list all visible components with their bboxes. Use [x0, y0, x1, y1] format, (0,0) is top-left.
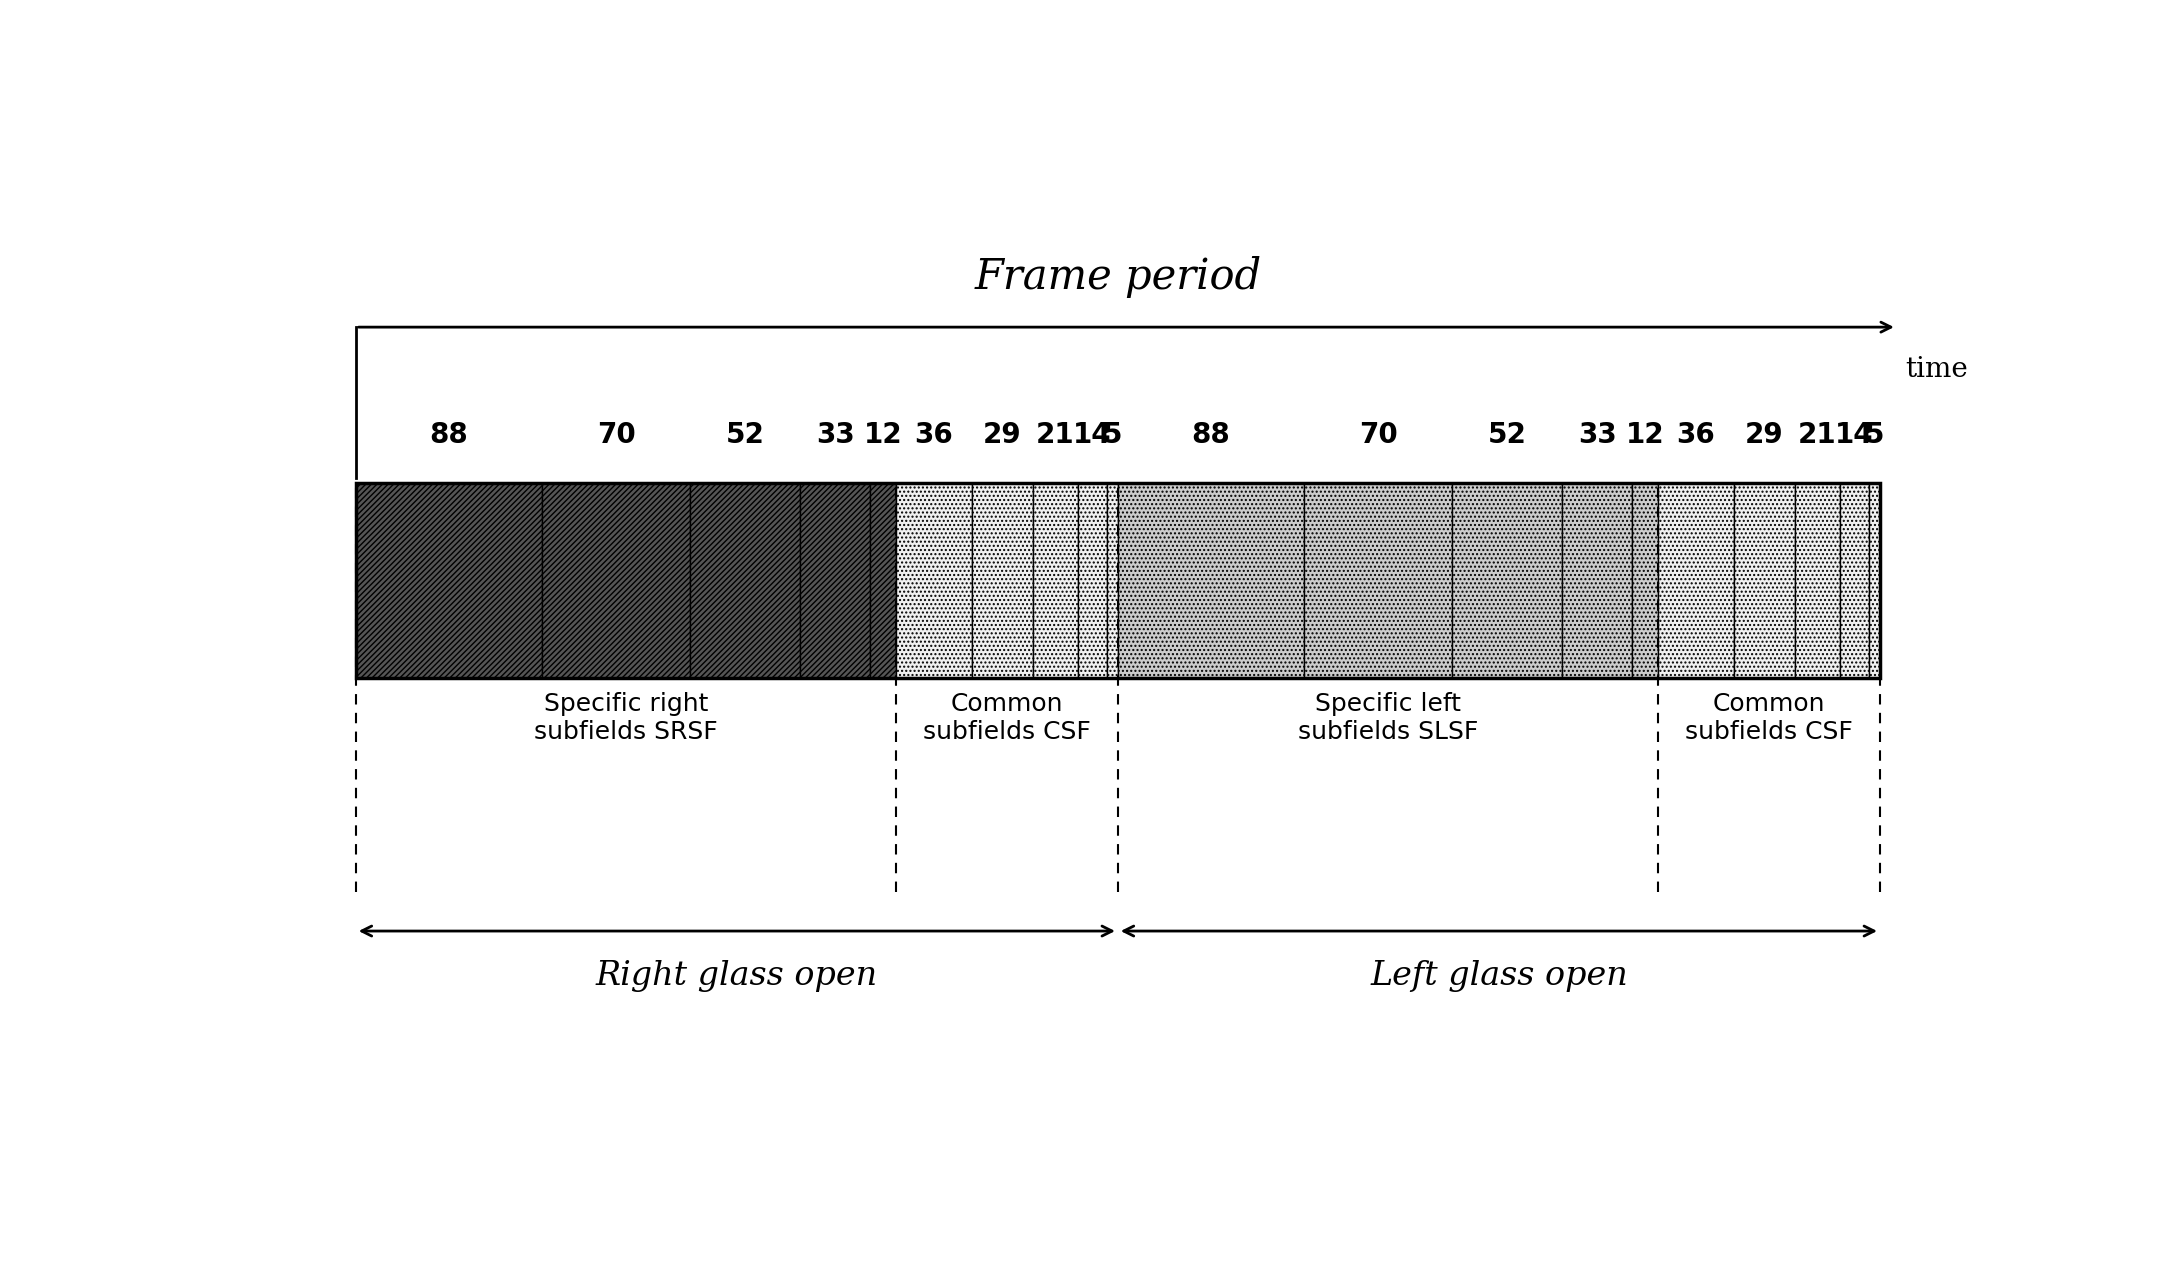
Text: 5: 5	[1104, 421, 1121, 449]
Text: time: time	[1906, 357, 1969, 383]
Text: 33: 33	[1578, 421, 1617, 449]
Text: Specific left
subfields SLSF: Specific left subfields SLSF	[1297, 692, 1478, 744]
Bar	[1452, 483, 1562, 678]
Bar	[356, 483, 541, 678]
Text: 14: 14	[1836, 421, 1873, 449]
Bar	[1108, 483, 1117, 678]
Bar	[1032, 483, 1078, 678]
Text: Common
subfields CSF: Common subfields CSF	[1684, 692, 1854, 744]
Text: 88: 88	[1191, 421, 1230, 449]
Text: 36: 36	[1675, 421, 1714, 449]
Bar	[1304, 483, 1452, 678]
Text: 12: 12	[1625, 421, 1665, 449]
Bar	[800, 483, 869, 678]
Text: 21: 21	[1037, 421, 1076, 449]
Text: Left glass open: Left glass open	[1369, 960, 1628, 992]
Bar	[1734, 483, 1795, 678]
Text: 88: 88	[430, 421, 469, 449]
Bar	[691, 483, 800, 678]
Text: 70: 70	[598, 421, 635, 449]
Bar	[869, 483, 895, 678]
Bar	[1795, 483, 1841, 678]
Text: Common
subfields CSF: Common subfields CSF	[924, 692, 1091, 744]
Text: 52: 52	[726, 421, 765, 449]
Text: 52: 52	[1489, 421, 1528, 449]
Bar	[1869, 483, 1880, 678]
Bar	[691, 483, 800, 678]
Bar	[869, 483, 895, 678]
Text: 70: 70	[1358, 421, 1397, 449]
Bar	[1562, 483, 1632, 678]
Bar	[1117, 483, 1304, 678]
Bar	[1841, 483, 1869, 678]
Text: 29: 29	[982, 421, 1021, 449]
Text: 29: 29	[1745, 421, 1784, 449]
Text: Right glass open: Right glass open	[595, 960, 878, 992]
Text: 33: 33	[815, 421, 854, 449]
Bar	[800, 483, 869, 678]
Bar	[1658, 483, 1734, 678]
Text: 21: 21	[1799, 421, 1836, 449]
Text: 5: 5	[1864, 421, 1884, 449]
Text: 36: 36	[915, 421, 954, 449]
Bar	[895, 483, 971, 678]
Bar	[356, 483, 541, 678]
Bar	[1632, 483, 1658, 678]
Text: 12: 12	[863, 421, 902, 449]
Text: 14: 14	[1073, 421, 1113, 449]
Bar	[971, 483, 1032, 678]
Bar	[1078, 483, 1108, 678]
Text: Specific right
subfields SRSF: Specific right subfields SRSF	[535, 692, 717, 744]
Text: Frame period: Frame period	[974, 256, 1263, 299]
Bar	[356, 483, 1880, 678]
Bar	[541, 483, 691, 678]
Bar	[541, 483, 691, 678]
